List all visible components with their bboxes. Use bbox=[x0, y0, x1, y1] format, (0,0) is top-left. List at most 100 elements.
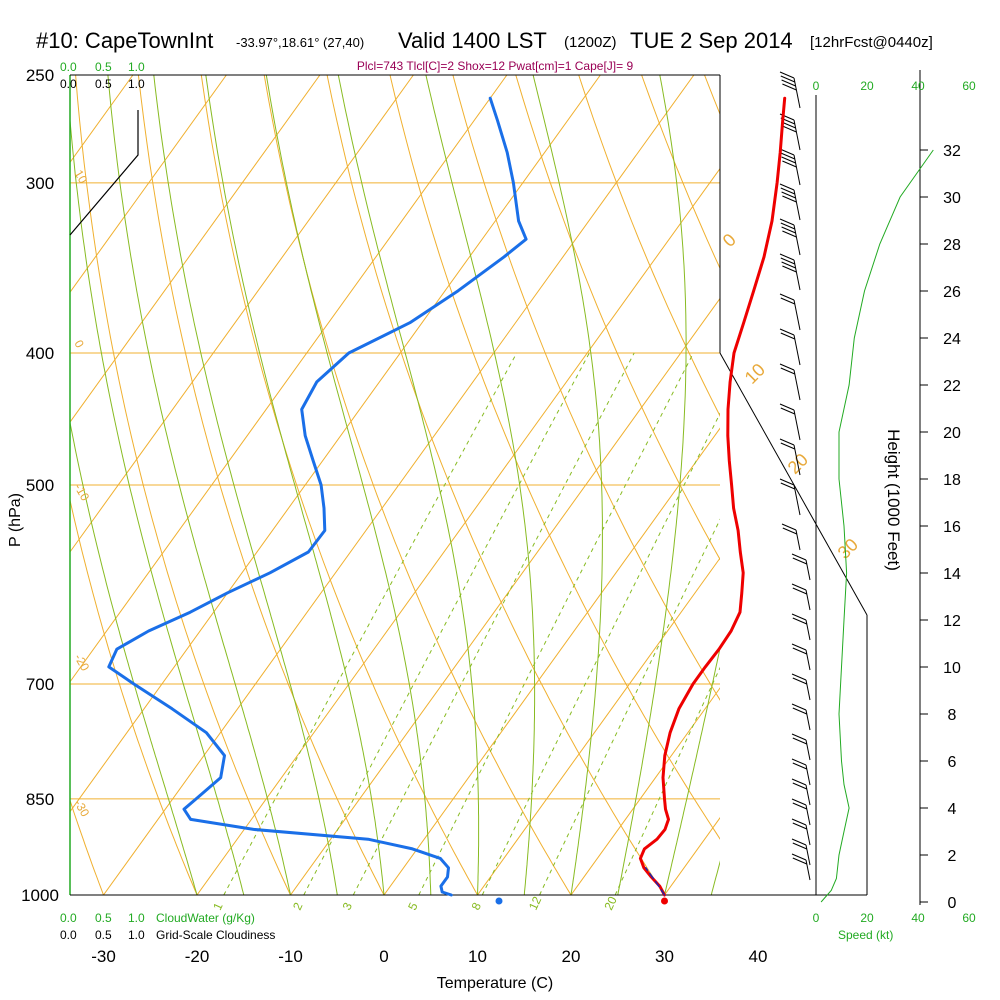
isotherm-line bbox=[477, 557, 720, 895]
height-tick-label: 4 bbox=[948, 801, 957, 818]
mixing-ratio-line bbox=[303, 352, 590, 895]
wind-barb bbox=[805, 804, 811, 826]
speed-label: Speed (kt) bbox=[838, 928, 893, 942]
wind-barb-flag bbox=[779, 148, 795, 156]
wind-barb-flag bbox=[782, 527, 797, 535]
surface-temperature-marker bbox=[661, 897, 668, 905]
pressure-tick-label: 500 bbox=[26, 476, 54, 495]
wind-barb-flag bbox=[792, 802, 807, 810]
height-tick-label: 30 bbox=[943, 190, 961, 207]
wind-barb-flag bbox=[779, 218, 795, 226]
wind-barb-flag bbox=[792, 762, 807, 770]
mixing-ratio-label: 5 bbox=[405, 900, 421, 912]
mixing-ratio-label: 12 bbox=[526, 894, 544, 912]
moist-adiabat-line bbox=[617, 75, 687, 895]
mixing-ratio-label: 20 bbox=[601, 894, 619, 912]
isotherm-label: 10 bbox=[741, 360, 769, 388]
cloudwater-scale-bottom-1: 0.5 bbox=[95, 911, 112, 925]
wind-barb-flag bbox=[779, 403, 795, 411]
cloudwater-scale-0: 0.0 bbox=[60, 60, 77, 74]
height-tick-label: 2 bbox=[948, 848, 957, 865]
cloudiness-profile bbox=[69, 110, 139, 236]
temperature-tick-label: 10 bbox=[468, 947, 487, 966]
wind-barb bbox=[805, 649, 811, 671]
isotherm-line bbox=[103, 75, 695, 895]
wind-barb-flag bbox=[792, 822, 807, 830]
x-axis-label: Temperature (C) bbox=[437, 975, 553, 992]
wind-barb bbox=[793, 369, 801, 401]
height-tick-label: 18 bbox=[943, 472, 961, 489]
height-tick-label: 12 bbox=[943, 613, 961, 630]
isotherm-line bbox=[290, 297, 720, 895]
moist-adiabat-line bbox=[70, 419, 198, 895]
wind-barb-flag bbox=[791, 778, 807, 786]
speed-tick-top-1: 20 bbox=[860, 79, 874, 93]
wind-barb-flag bbox=[780, 187, 795, 195]
cloudiness-scale-bottom-1: 0.5 bbox=[95, 928, 112, 942]
cloudiness-scale-2: 1.0 bbox=[128, 77, 145, 91]
temperature-tick-label: 40 bbox=[749, 947, 768, 966]
wind-barb bbox=[793, 154, 801, 186]
wind-barb-flag bbox=[779, 363, 795, 371]
wind-barb-flag bbox=[791, 673, 807, 681]
wind-barb bbox=[793, 259, 801, 291]
valid-time: Valid 1400 LST bbox=[398, 28, 547, 53]
wind-barb-flag bbox=[791, 838, 807, 846]
wind-barb bbox=[793, 484, 801, 516]
wind-barb-flag bbox=[782, 125, 797, 133]
wind-barb bbox=[793, 299, 801, 331]
isotherm-line bbox=[70, 75, 601, 813]
dry-adiabat-label: 10 bbox=[71, 167, 90, 186]
mixing-ratio-line bbox=[481, 412, 720, 895]
dry-adiabat-line bbox=[820, 51, 1000, 924]
wind-barb-flag bbox=[792, 647, 807, 655]
cloudiness-scale-0: 0.0 bbox=[60, 77, 77, 91]
speed-tick-bottom-0: 0 bbox=[813, 911, 820, 925]
wind-barb-flag bbox=[779, 183, 795, 191]
wind-barb bbox=[793, 224, 801, 256]
cloudwater-scale-bottom-2: 1.0 bbox=[128, 911, 145, 925]
mixing-ratio-line bbox=[614, 666, 720, 895]
wind-barb bbox=[793, 189, 801, 221]
stability-indices: Plcl=743 Tlcl[C]=2 Shox=12 Pwat[cm]=1 Ca… bbox=[357, 59, 634, 73]
dry-adiabat-label: 0 bbox=[71, 338, 87, 351]
speed-tick-bottom-2: 40 bbox=[911, 911, 925, 925]
isotherm-line bbox=[196, 167, 720, 895]
wind-barb-flag bbox=[779, 253, 795, 261]
mixing-ratio-label: 3 bbox=[340, 900, 356, 912]
wind-barb-flag bbox=[791, 643, 807, 651]
wind-barb-flag bbox=[782, 265, 797, 273]
axes: 0246810121416182022242628303225030040050… bbox=[21, 66, 961, 966]
temperature-tick-label: 0 bbox=[379, 947, 388, 966]
mixing-ratio-line bbox=[223, 352, 518, 895]
cloudwater-scale-bottom-0: 0.0 bbox=[60, 911, 77, 925]
wind-barb bbox=[805, 764, 811, 786]
moist-adiabat-line bbox=[425, 75, 536, 895]
speed-tick-top-3: 60 bbox=[962, 79, 976, 93]
isotherm-line bbox=[70, 75, 227, 294]
isotherm-label: 0 bbox=[719, 230, 740, 251]
wind-barb-flag bbox=[780, 367, 795, 375]
wind-barb-flag bbox=[792, 842, 807, 850]
parcel-line bbox=[645, 867, 666, 896]
wind-barb-flag bbox=[791, 613, 807, 621]
wind-barb bbox=[805, 559, 811, 581]
cloudwater-scale-1: 0.5 bbox=[95, 60, 112, 74]
zulu-time: (1200Z) bbox=[564, 34, 617, 51]
wind-barbs bbox=[779, 71, 811, 881]
wind-barb-flag bbox=[781, 523, 797, 531]
dry-adiabat-line bbox=[70, 798, 105, 895]
wind-barb-flag bbox=[782, 83, 797, 91]
sounding-traces bbox=[107, 96, 787, 905]
temperature-tick-label: -30 bbox=[91, 947, 116, 966]
dry-adiabat-line bbox=[75, 75, 292, 895]
wind-barb bbox=[805, 619, 811, 641]
cloudiness-scale-bottom-2: 1.0 bbox=[128, 928, 145, 942]
dry-adiabat-line bbox=[137, 75, 385, 895]
moist-adiabat-line bbox=[337, 75, 480, 895]
height-tick-label: 0 bbox=[948, 895, 957, 912]
cloudiness-scale-1: 0.5 bbox=[95, 77, 112, 91]
isotherm-label: 30 bbox=[834, 535, 862, 563]
wind-barb-flag bbox=[791, 733, 807, 741]
speed-tick-bottom-1: 20 bbox=[860, 911, 874, 925]
